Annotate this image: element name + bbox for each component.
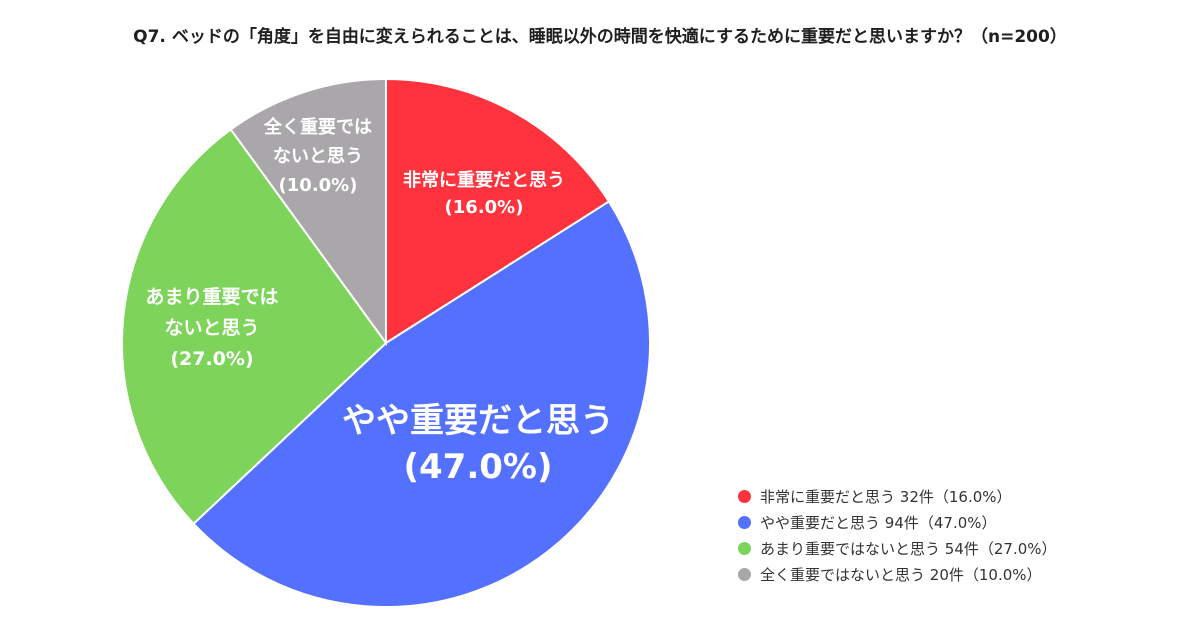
legend-item-very-important: 非常に重要だと思う 32件（16.0%）: [738, 483, 1057, 509]
pie-slice-somewhat-important: [192, 200, 651, 608]
slice-label-not-very-important: あまり重要ではないと思う (27.0%): [145, 286, 278, 370]
slice-category-label: あまり重要では: [145, 286, 278, 308]
legend-marker: [738, 515, 751, 529]
slice-percent-label: (27.0%): [170, 348, 253, 370]
legend-label: あまり重要ではないと思う: [760, 539, 941, 558]
slice-category-label: 非常に重要だと思う: [403, 169, 565, 191]
legend-count: 32件: [899, 487, 934, 506]
slice-category-label: ないと思う: [273, 146, 363, 167]
slice-category-label: やや重要だと思う: [342, 401, 614, 441]
slice-percent-label: (47.0%): [403, 447, 552, 487]
slice-label-not-important-at-all: 全く重要ではないと思う (10.0%): [263, 116, 372, 196]
legend-marker: [738, 567, 751, 581]
legend-item-somewhat-important: やや重要だと思う 94件（47.0%）: [738, 509, 1057, 535]
legend-count: 54件: [944, 539, 979, 558]
legend-percent: （16.0%）: [933, 487, 1012, 506]
legend-percent: （47.0%）: [918, 513, 997, 532]
slice-percent-label: (16.0%): [445, 197, 524, 218]
legend-count: 20件: [929, 565, 964, 584]
legend-label: 非常に重要だと思う: [760, 487, 896, 506]
pie-slice-very-important: [385, 77, 611, 345]
legend-percent: （27.0%）: [978, 539, 1057, 558]
legend-marker: [738, 489, 751, 503]
chart-title: Q7. ベッドの「角度」を自由に変えられることは、睡眠以外の時間を快適にするため…: [133, 27, 1067, 47]
slice-percent-label: (10.0%): [279, 175, 358, 196]
slice-label-somewhat-important: やや重要だと思う (47.0%): [342, 401, 614, 487]
legend-count: 94件: [884, 513, 919, 532]
pie-slice-not-important-at-all: [229, 77, 387, 347]
chart-legend: 非常に重要だと思う 32件（16.0%） やや重要だと思う 94件（47.0%）…: [738, 483, 1057, 587]
slice-category-label: 全く重要では: [263, 116, 372, 138]
legend-label: やや重要だと思う: [760, 513, 881, 532]
slice-category-label: ないと思う: [164, 317, 259, 339]
slice-label-very-important: 非常に重要だと思う (16.0%): [403, 169, 565, 218]
legend-label: 全く重要ではないと思う: [760, 565, 926, 584]
pie-slice-not-very-important: [121, 128, 388, 526]
legend-marker: [738, 541, 751, 555]
legend-percent: （10.0%）: [963, 565, 1042, 584]
legend-item-not-important-at-all: 全く重要ではないと思う 20件（10.0%）: [738, 561, 1057, 587]
legend-item-not-very-important: あまり重要ではないと思う 54件（27.0%）: [738, 535, 1057, 561]
